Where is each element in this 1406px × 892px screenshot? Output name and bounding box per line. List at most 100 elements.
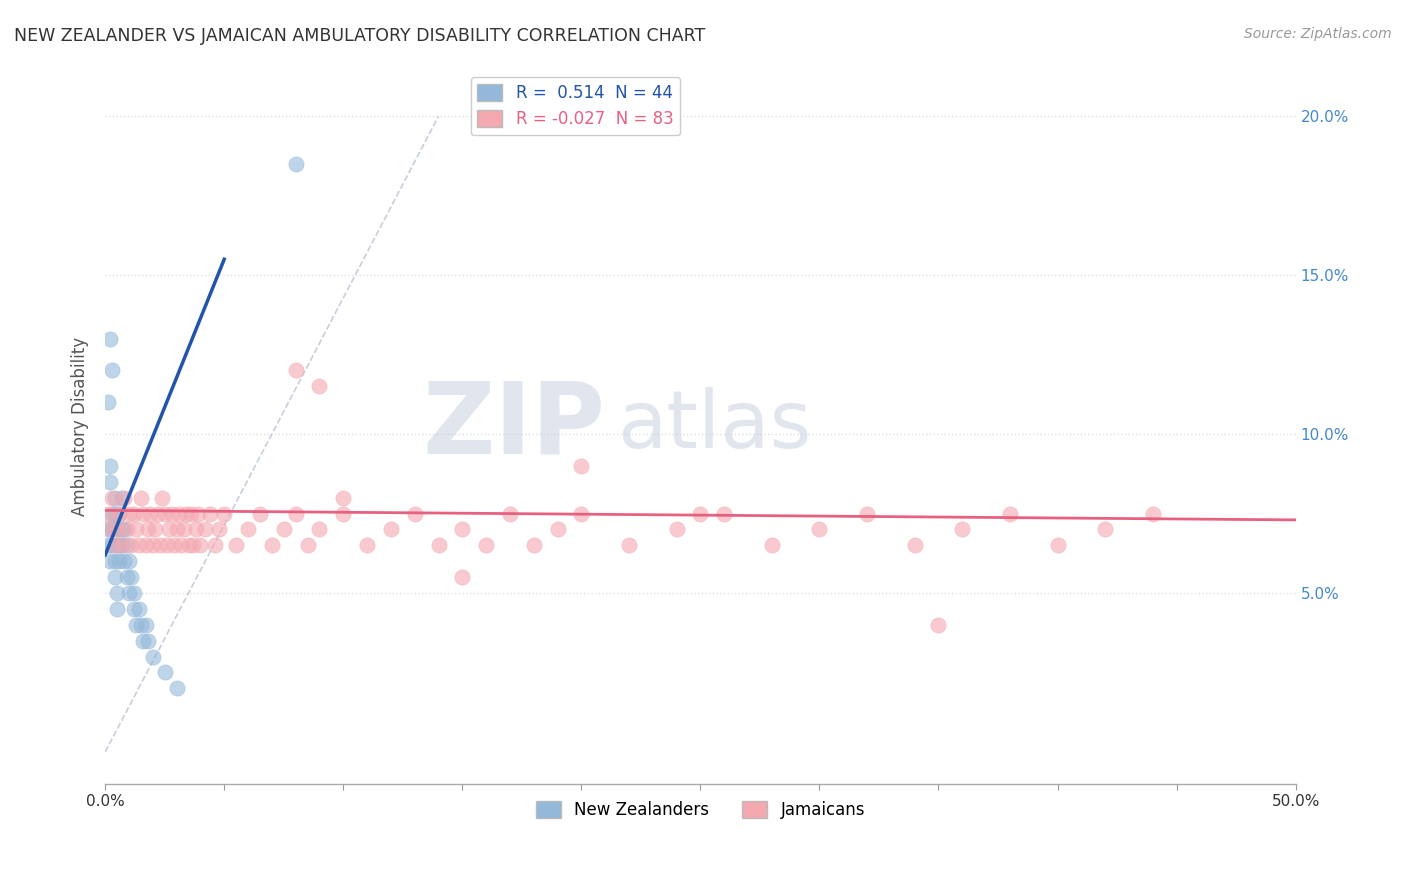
- Point: [404, 507, 426, 521]
- Point: [101, 523, 124, 537]
- Point: [159, 523, 181, 537]
- Point: [177, 538, 200, 552]
- Point: [108, 507, 131, 521]
- Point: [115, 538, 138, 552]
- Point: [129, 491, 152, 505]
- Point: [101, 538, 124, 552]
- Point: [104, 554, 127, 568]
- Point: [120, 570, 142, 584]
- Point: [163, 538, 186, 552]
- Point: [108, 554, 131, 568]
- Point: [194, 523, 217, 537]
- Point: [98, 332, 121, 346]
- Point: [689, 507, 711, 521]
- Text: atlas: atlas: [617, 387, 811, 465]
- Point: [111, 523, 134, 537]
- Point: [761, 538, 783, 552]
- Point: [208, 523, 231, 537]
- Point: [284, 363, 307, 377]
- Point: [156, 538, 179, 552]
- Point: [356, 538, 378, 552]
- Point: [132, 633, 155, 648]
- Point: [135, 538, 157, 552]
- Point: [132, 507, 155, 521]
- Point: [808, 523, 831, 537]
- Point: [249, 507, 271, 521]
- Point: [713, 507, 735, 521]
- Point: [451, 570, 474, 584]
- Point: [153, 665, 176, 680]
- Point: [260, 538, 283, 552]
- Point: [187, 507, 209, 521]
- Point: [129, 617, 152, 632]
- Point: [284, 157, 307, 171]
- Point: [212, 507, 235, 521]
- Legend: New Zealanders, Jamaicans: New Zealanders, Jamaicans: [529, 794, 872, 825]
- Point: [380, 523, 402, 537]
- Point: [105, 523, 128, 537]
- Point: [98, 554, 121, 568]
- Text: Source: ZipAtlas.com: Source: ZipAtlas.com: [1244, 27, 1392, 41]
- Point: [122, 507, 145, 521]
- Point: [451, 523, 474, 537]
- Point: [112, 491, 135, 505]
- Point: [104, 507, 127, 521]
- Point: [105, 586, 128, 600]
- Point: [105, 538, 128, 552]
- Point: [236, 523, 259, 537]
- Point: [499, 507, 522, 521]
- Point: [184, 523, 207, 537]
- Point: [111, 538, 134, 552]
- Point: [1142, 507, 1164, 521]
- Point: [427, 538, 450, 552]
- Point: [122, 586, 145, 600]
- Point: [105, 523, 128, 537]
- Point: [125, 617, 148, 632]
- Point: [146, 507, 169, 521]
- Point: [112, 523, 135, 537]
- Point: [97, 507, 120, 521]
- Point: [135, 617, 157, 632]
- Point: [190, 538, 212, 552]
- Point: [332, 491, 354, 505]
- Point: [150, 491, 173, 505]
- Point: [284, 507, 307, 521]
- Point: [308, 523, 330, 537]
- Point: [128, 602, 150, 616]
- Point: [104, 491, 127, 505]
- Point: [136, 523, 159, 537]
- Point: [927, 617, 949, 632]
- Point: [97, 523, 120, 537]
- Point: [98, 458, 121, 473]
- Point: [108, 538, 131, 552]
- Point: [111, 491, 134, 505]
- Point: [101, 507, 124, 521]
- Point: [118, 554, 141, 568]
- Point: [101, 363, 124, 377]
- Point: [142, 649, 165, 664]
- Point: [166, 681, 188, 696]
- Point: [173, 523, 195, 537]
- Point: [149, 538, 172, 552]
- Point: [115, 570, 138, 584]
- Point: [569, 458, 592, 473]
- Point: [475, 538, 498, 552]
- Text: ZIP: ZIP: [422, 377, 605, 475]
- Point: [1094, 523, 1116, 537]
- Point: [273, 523, 295, 537]
- Point: [118, 507, 141, 521]
- Point: [104, 538, 127, 552]
- Point: [523, 538, 546, 552]
- Point: [181, 538, 204, 552]
- Point: [139, 507, 162, 521]
- Point: [170, 538, 193, 552]
- Point: [125, 523, 148, 537]
- Point: [143, 523, 166, 537]
- Point: [904, 538, 927, 552]
- Point: [105, 602, 128, 616]
- Point: [108, 507, 131, 521]
- Point: [297, 538, 319, 552]
- Point: [98, 475, 121, 489]
- Point: [98, 523, 121, 537]
- Point: [665, 523, 688, 537]
